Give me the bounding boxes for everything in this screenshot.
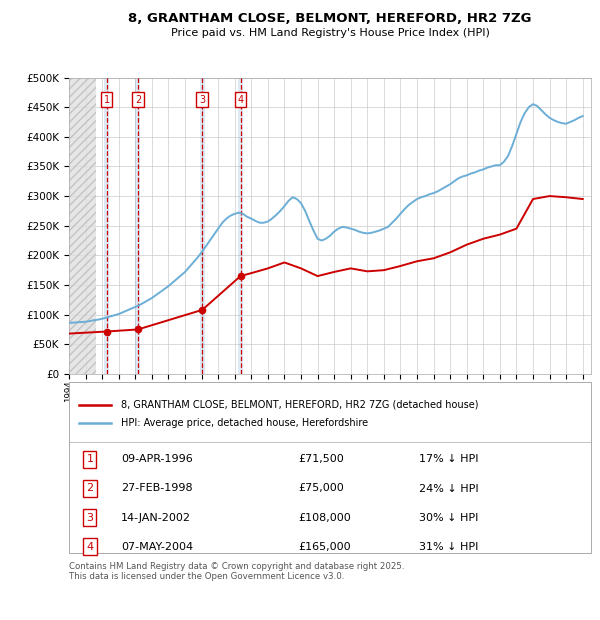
Text: 17% ↓ HPI: 17% ↓ HPI [419,454,478,464]
Text: 4: 4 [86,542,94,552]
Bar [104,78,109,374]
Text: £165,000: £165,000 [299,542,352,552]
Text: 27-FEB-1998: 27-FEB-1998 [121,484,193,494]
Text: 1: 1 [104,95,110,105]
Text: 2: 2 [86,484,94,494]
Text: Contains HM Land Registry data © Crown copyright and database right 2025.
This d: Contains HM Land Registry data © Crown c… [69,562,404,582]
Text: Price paid vs. HM Land Registry's House Price Index (HPI): Price paid vs. HM Land Registry's House … [170,29,490,38]
Text: 14-JAN-2002: 14-JAN-2002 [121,513,191,523]
FancyBboxPatch shape [69,383,591,554]
Text: £71,500: £71,500 [299,454,344,464]
Text: 8, GRANTHAM CLOSE, BELMONT, HEREFORD, HR2 7ZG (detached house): 8, GRANTHAM CLOSE, BELMONT, HEREFORD, HR… [121,400,479,410]
Bar [200,78,205,374]
Text: 8, GRANTHAM CLOSE, BELMONT, HEREFORD, HR2 7ZG: 8, GRANTHAM CLOSE, BELMONT, HEREFORD, HR… [128,12,532,25]
Text: 09-APR-1996: 09-APR-1996 [121,454,193,464]
Text: 3: 3 [199,95,205,105]
Text: 24% ↓ HPI: 24% ↓ HPI [419,484,478,494]
Text: 3: 3 [86,513,94,523]
Bar [136,78,140,374]
Text: 31% ↓ HPI: 31% ↓ HPI [419,542,478,552]
Bar [69,78,95,374]
Text: 07-MAY-2004: 07-MAY-2004 [121,542,193,552]
Text: HPI: Average price, detached house, Herefordshire: HPI: Average price, detached house, Here… [121,418,368,428]
Text: 4: 4 [238,95,244,105]
Text: 1: 1 [86,454,94,464]
Text: 30% ↓ HPI: 30% ↓ HPI [419,513,478,523]
Bar [238,78,243,374]
Text: £108,000: £108,000 [299,513,352,523]
Text: 2: 2 [135,95,141,105]
Text: £75,000: £75,000 [299,484,344,494]
